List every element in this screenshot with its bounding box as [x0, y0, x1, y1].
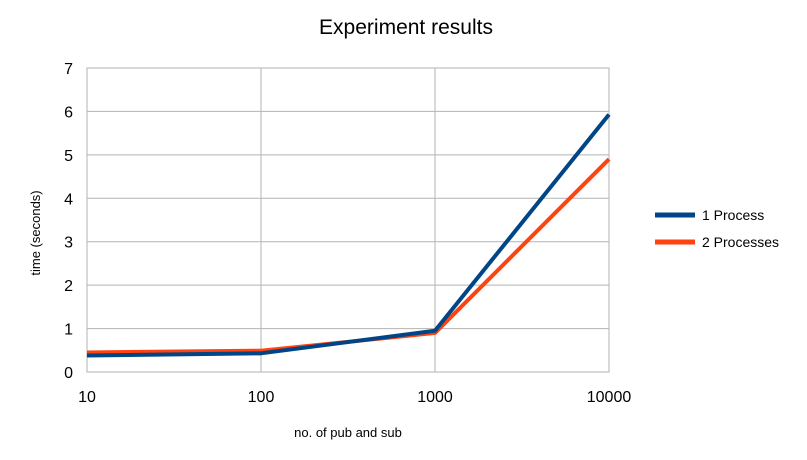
legend: 1 Process 2 Processes: [655, 207, 779, 250]
x-tick-label: 1000: [417, 389, 453, 406]
x-tick-label: 10: [78, 389, 96, 406]
legend-label: 2 Processes: [702, 234, 779, 250]
x-axis-tick-labels: 10 100 1000 10000: [78, 389, 631, 406]
y-axis-title: time (seconds): [28, 190, 43, 275]
y-tick-label: 1: [64, 322, 73, 339]
plot-area-frame: [86, 67, 610, 373]
y-tick-label: 2: [64, 278, 73, 295]
x-axis-title: no. of pub and sub: [294, 425, 402, 440]
x-tick-label: 100: [248, 389, 275, 406]
y-tick-label: 4: [64, 191, 73, 208]
chart-title: Experiment results: [319, 16, 493, 39]
y-axis-tick-labels: 0 1 2 3 4 5 6 7: [64, 61, 73, 382]
y-tick-label: 7: [64, 61, 73, 78]
series-line-1-process: [86, 113, 611, 358]
x-tick-label: 10000: [587, 389, 632, 406]
legend-label: 1 Process: [702, 207, 764, 223]
y-tick-label: 5: [64, 148, 73, 165]
data-series: [86, 113, 611, 358]
y-tick-label: 0: [64, 365, 73, 382]
y-tick-label: 6: [64, 104, 73, 121]
y-tick-label: 3: [64, 235, 73, 252]
